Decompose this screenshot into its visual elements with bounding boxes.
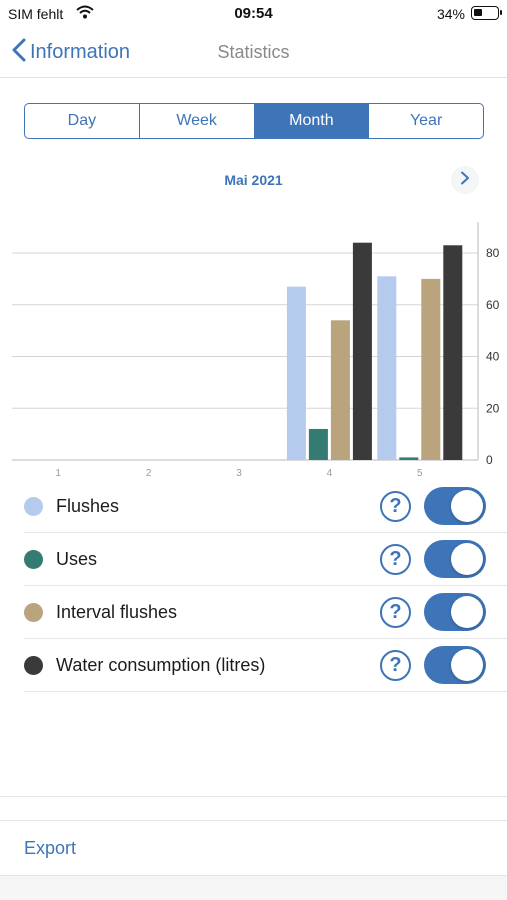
bar-interval-flushes	[330, 320, 350, 460]
y-tick-label: 20	[486, 401, 500, 415]
water-consumption-toggle[interactable]	[424, 646, 486, 684]
battery-percent: 34%	[436, 6, 465, 22]
next-period-button[interactable]	[451, 166, 479, 194]
legend-row-interval-flushes: Interval flushes ?	[24, 586, 507, 639]
water-consumption-color-dot	[24, 656, 43, 675]
interval-flushes-color-dot	[24, 603, 43, 622]
flushes-toggle[interactable]	[424, 487, 486, 525]
legend-label: Flushes	[56, 496, 120, 516]
x-tick-label: 5	[417, 468, 423, 479]
bar-chart: 0 20 40 60 80 1 2 3 4 5	[12, 222, 500, 479]
chevron-left-icon	[12, 38, 26, 67]
segment-month[interactable]: Month	[254, 104, 370, 138]
x-tick-label: 4	[327, 468, 333, 479]
back-button[interactable]: Information	[12, 38, 130, 67]
series-legend: Flushes ? Uses ? Interval flushes ? Wate…	[0, 480, 507, 692]
bar-water-consumption-litres	[443, 245, 463, 460]
bar-interval-flushes	[421, 278, 441, 460]
uses-color-dot	[24, 550, 43, 569]
segment-year[interactable]: Year	[409, 112, 443, 129]
back-label: Information	[30, 41, 131, 63]
bar-flushes	[286, 286, 306, 460]
y-tick-label: 0	[486, 453, 493, 467]
y-tick-label: 80	[486, 246, 500, 260]
uses-toggle[interactable]	[424, 540, 486, 578]
segment-week[interactable]: Week	[140, 104, 255, 138]
chevron-right-icon	[460, 171, 470, 190]
wifi-icon	[76, 5, 94, 24]
legend-row-uses: Uses ?	[24, 533, 507, 586]
y-tick-label: 60	[486, 298, 500, 312]
legend-row-water-consumption: Water consumption (litres) ?	[24, 639, 507, 692]
x-tick-label: 3	[236, 468, 242, 479]
y-tick-label: 40	[486, 350, 500, 364]
legend-row-flushes: Flushes ?	[24, 480, 507, 533]
legend-label: Water consumption (litres)	[56, 655, 266, 675]
carrier-label: SIM fehlt	[8, 6, 64, 22]
bar-uses	[308, 428, 328, 460]
help-icon[interactable]: ?	[380, 597, 411, 628]
page-title: Statistics	[217, 42, 290, 62]
x-tick-label: 1	[55, 468, 61, 479]
legend-label: Interval flushes	[56, 602, 178, 622]
segment-day[interactable]: Day	[25, 104, 140, 138]
divider	[0, 796, 507, 797]
export-button[interactable]: Export	[24, 838, 77, 858]
period-label: Mai 2021	[224, 172, 283, 188]
x-tick-label: 2	[146, 468, 152, 479]
bottom-spacer	[0, 876, 507, 900]
bar-flushes	[377, 276, 397, 460]
help-icon[interactable]: ?	[380, 491, 411, 522]
divider	[0, 875, 507, 876]
period-segmented-control: Day Week Month Year	[24, 103, 484, 139]
status-bar: SIM fehlt 09:54 34%	[0, 0, 507, 28]
divider	[0, 820, 507, 821]
legend-label: Uses	[56, 549, 98, 569]
flushes-color-dot	[24, 497, 43, 516]
bar-uses	[399, 457, 419, 460]
nav-bar: Information Statistics	[0, 28, 507, 78]
export-section: Export	[0, 820, 507, 875]
battery-icon	[471, 6, 502, 20]
status-time: 09:54	[234, 5, 273, 22]
help-icon[interactable]: ?	[380, 650, 411, 681]
bar-water-consumption-litres	[352, 242, 372, 460]
interval-flushes-toggle[interactable]	[424, 593, 486, 631]
help-icon[interactable]: ?	[380, 544, 411, 575]
statistics-chart: 0 20 40 60 80 1 2 3 4 5	[0, 212, 507, 480]
